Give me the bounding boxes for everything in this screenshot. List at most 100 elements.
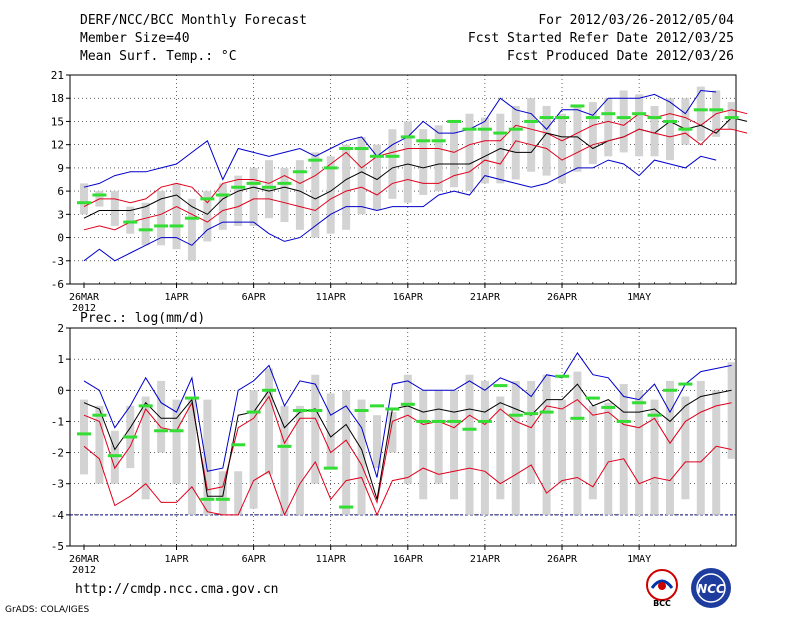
chart-title: DERF/NCC/BCC Monthly Forecast	[80, 13, 307, 28]
x-tick-label: 26MAR	[69, 554, 100, 565]
obs-dash	[246, 181, 261, 185]
produced-date: Fcst Produced Date 2012/03/26	[507, 49, 734, 64]
range-box	[681, 98, 690, 145]
x-tick-label: 1MAY	[627, 292, 651, 303]
obs-dash	[184, 216, 199, 220]
y-tick-label: 1	[57, 353, 64, 366]
y-tick-label: 3	[57, 208, 64, 221]
y-tick-label: 0	[57, 232, 64, 245]
range-box	[604, 98, 613, 157]
range-box	[650, 105, 659, 157]
range-box	[650, 399, 659, 515]
x-tick-label: 1APR	[164, 292, 189, 303]
bcc-logo: BCC	[646, 569, 678, 608]
bcc-logo-arc	[650, 579, 674, 589]
series-ensemble-mean	[83, 383, 732, 500]
series-lower-spread	[83, 128, 748, 231]
obs-dash	[539, 116, 554, 120]
obs-dash	[354, 409, 369, 413]
range-box	[80, 183, 88, 215]
range-box	[604, 402, 613, 515]
obs-dash	[262, 185, 277, 189]
series-lower-extreme	[83, 155, 717, 262]
range-box	[280, 405, 289, 515]
ncc-logo-text: NCC	[697, 582, 725, 596]
range-box	[388, 129, 397, 199]
obs-dash	[585, 396, 600, 400]
y-tick-label: 2	[57, 322, 64, 335]
x-tick-label: 26APR	[547, 554, 578, 565]
obs-dash	[477, 419, 492, 423]
obs-dash	[215, 497, 230, 501]
obs-dash	[246, 410, 261, 414]
obs-dash	[693, 108, 708, 112]
y-tick-label: -6	[51, 278, 64, 291]
obs-dash	[632, 112, 647, 116]
y-tick-label: -3	[51, 478, 64, 491]
range-box	[249, 167, 258, 226]
obs-dash	[215, 193, 230, 197]
range-box	[172, 183, 181, 250]
obs-dash	[369, 404, 384, 408]
y-tick-label: 12	[51, 139, 64, 152]
range-box	[696, 380, 705, 515]
obs-dash	[678, 127, 693, 131]
obs-dash	[184, 396, 199, 400]
range-box	[450, 390, 459, 500]
obs-dash	[385, 154, 400, 158]
forecast-range: For 2012/03/26-2012/05/04	[538, 13, 734, 28]
range-box	[465, 113, 474, 192]
range-box	[542, 105, 551, 176]
obs-dash	[524, 119, 539, 123]
range-box	[280, 167, 289, 223]
range-box	[419, 390, 428, 500]
obs-dash	[339, 147, 354, 151]
range-box	[388, 412, 397, 453]
obs-dash	[385, 407, 400, 411]
source-url[interactable]: http://cmdp.ncc.cma.gov.cn	[75, 582, 279, 597]
obs-dash	[431, 139, 446, 143]
obs-dash	[678, 382, 693, 386]
obs-dash	[724, 116, 739, 120]
range-box	[573, 371, 582, 515]
obs-dash	[77, 201, 91, 205]
range-box	[342, 390, 351, 515]
x-tick-label: 11APR	[316, 554, 347, 565]
plot-frame	[69, 74, 737, 285]
obs-dash	[416, 419, 431, 423]
range-box	[218, 471, 227, 515]
y-tick-label: -1	[51, 415, 64, 428]
obs-dash	[369, 154, 384, 158]
y-tick-label: 15	[51, 115, 64, 128]
obs-dash	[308, 158, 323, 162]
range-box	[665, 98, 674, 161]
range-box	[203, 399, 212, 515]
range-box	[218, 183, 227, 230]
range-box	[511, 380, 520, 515]
obs-dash	[323, 466, 338, 470]
range-box	[681, 396, 690, 500]
obs-dash	[447, 119, 462, 123]
range-box	[712, 390, 721, 515]
ncc-logo: NCC	[691, 568, 731, 608]
range-box	[342, 144, 351, 230]
y-tick-label: 0	[57, 384, 64, 397]
range-box	[234, 471, 243, 515]
obs-dash	[647, 413, 662, 417]
range-box	[265, 160, 274, 219]
obs-dash	[138, 228, 153, 232]
range-box	[480, 380, 489, 515]
range-box	[141, 202, 150, 246]
obs-dash	[555, 116, 570, 120]
member-size: Member Size=40	[80, 31, 190, 46]
range-box	[326, 156, 335, 234]
obs-dash	[107, 454, 122, 458]
y-tick-label: 18	[51, 92, 64, 105]
range-box	[480, 117, 489, 184]
grads-credit: GrADS: COLA/IGES	[5, 605, 90, 615]
obs-dash	[493, 131, 508, 135]
range-box	[372, 144, 381, 211]
range-box	[496, 396, 505, 500]
obs-dash	[709, 108, 724, 112]
